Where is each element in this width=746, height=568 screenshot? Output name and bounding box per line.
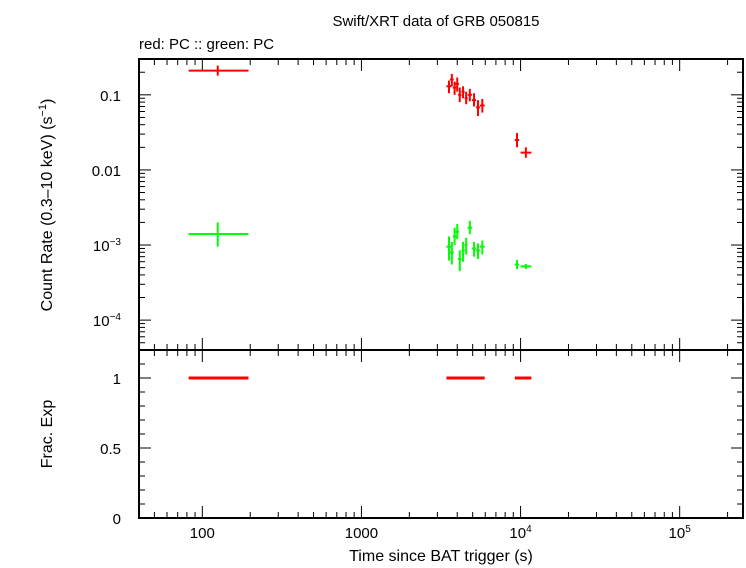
red-data-point [514, 133, 520, 148]
green-data-point [464, 237, 468, 255]
green-data-point [467, 220, 472, 235]
red-data-point [467, 88, 472, 102]
red-data-point [520, 147, 532, 158]
x-tick-label: 105 [669, 524, 692, 542]
green-data-point [514, 260, 520, 269]
chart-title: Swift/XRT data of GRB 050815 [332, 13, 539, 30]
time-axis-label: Time since BAT trigger (s) [349, 548, 533, 565]
red-data-point [458, 87, 462, 103]
count-rate-axis-label-sup: −1 [37, 104, 49, 117]
red-data-point [479, 98, 485, 113]
y-tick-label: 0.1 [100, 88, 121, 105]
x-tick-label: 100 [190, 525, 215, 542]
red-data-point [464, 91, 468, 105]
x-tick-label-exp: 5 [685, 524, 691, 535]
red-data-point [471, 93, 477, 107]
green-data-point [471, 241, 477, 257]
y-tick-label-base: 10 [93, 238, 110, 255]
green-data-point [452, 227, 457, 246]
green-data-point [461, 241, 465, 262]
red-data-point [461, 86, 465, 99]
y-tick-label: 10−4 [93, 312, 122, 330]
green-data-point [479, 240, 485, 255]
green-data-point [476, 243, 480, 260]
red-data-point [446, 80, 452, 94]
y-tick-label-exp: −3 [110, 237, 122, 248]
green-data-point [188, 222, 249, 247]
exposure-frame [138, 349, 744, 519]
y-tick-label-exp: −4 [110, 312, 122, 323]
red-data-point [455, 77, 459, 92]
green-data-point [449, 241, 454, 265]
y-tick-label: 0 [113, 511, 121, 528]
y-tick-label: 0.01 [92, 163, 121, 180]
x-tick-label-exp: 4 [526, 524, 532, 535]
y-tick-label: 0.5 [100, 441, 121, 458]
red-data-point [452, 81, 457, 95]
red-data-point [476, 100, 480, 117]
green-data-point [458, 250, 462, 272]
count-rate-axis-label-text: Count Rate (0.3–10 keV) (s [39, 117, 56, 312]
count-rate-axis-label-end: ) [39, 99, 56, 104]
x-tick-label: 1000 [345, 525, 378, 542]
exposure-axis-label: Frac. Exp [39, 400, 56, 469]
x-tick-label-base: 10 [509, 525, 526, 542]
green-data-point [446, 236, 452, 261]
green-data-point [455, 224, 459, 240]
count-rate-frame [138, 58, 744, 351]
y-tick-label-base: 10 [93, 313, 110, 330]
chart-subtitle: red: PC :: green: PC [139, 36, 274, 53]
x-tick-label-base: 10 [669, 525, 686, 542]
y-tick-label: 1 [113, 371, 121, 388]
red-data-point [188, 65, 249, 76]
count-rate-axis-label: Count Rate (0.3–10 keV) (s−1) [37, 99, 56, 312]
green-data-point [520, 263, 532, 269]
red-data-point [449, 73, 454, 87]
x-tick-label: 104 [509, 524, 532, 542]
y-tick-label: 10−3 [93, 237, 122, 255]
